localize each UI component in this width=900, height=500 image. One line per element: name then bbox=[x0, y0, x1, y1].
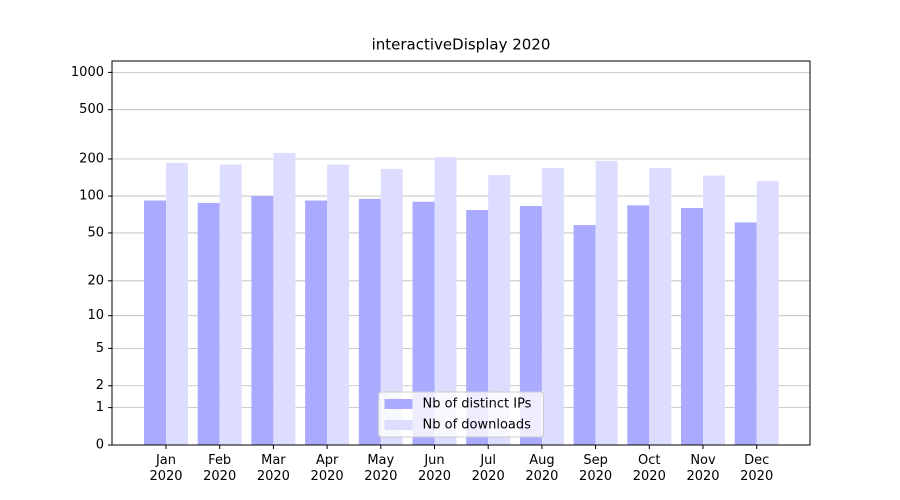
bar bbox=[703, 175, 725, 445]
y-tick-label: 0 bbox=[96, 438, 104, 453]
bar bbox=[197, 202, 220, 445]
bar bbox=[573, 225, 596, 445]
y-tick-label: 200 bbox=[79, 151, 104, 166]
y-tick-label: 1000 bbox=[71, 65, 104, 80]
chart-title: interactiveDisplay 2020 bbox=[372, 36, 551, 54]
legend-label: Nb of distinct IPs bbox=[423, 397, 532, 412]
bar bbox=[649, 167, 672, 445]
bar bbox=[219, 164, 242, 445]
x-tick-label: Aug 2020 bbox=[525, 453, 559, 484]
x-tick-label: Sep 2020 bbox=[579, 453, 613, 484]
x-tick-label: Nov 2020 bbox=[686, 453, 720, 484]
bar bbox=[251, 196, 274, 445]
bar bbox=[327, 164, 350, 445]
x-tick-label: Jul 2020 bbox=[471, 453, 505, 484]
y-tick-label: 1 bbox=[96, 400, 104, 415]
bar bbox=[595, 160, 618, 445]
bar bbox=[166, 162, 188, 446]
bar bbox=[358, 198, 381, 445]
bar bbox=[273, 152, 296, 446]
bar bbox=[681, 207, 703, 445]
x-tick-label: Dec 2020 bbox=[740, 453, 774, 484]
legend-swatch bbox=[384, 399, 413, 409]
bar bbox=[412, 201, 435, 445]
y-tick-label: 50 bbox=[87, 225, 104, 240]
x-tick-label: Feb 2020 bbox=[203, 453, 237, 484]
bar bbox=[488, 175, 511, 446]
bar bbox=[380, 168, 403, 446]
bar bbox=[541, 167, 564, 445]
bar bbox=[434, 157, 457, 445]
bar bbox=[627, 205, 650, 445]
y-tick-label: 2 bbox=[96, 378, 104, 393]
bar bbox=[756, 180, 779, 446]
legend-box bbox=[378, 391, 544, 438]
y-tick-label: 20 bbox=[87, 273, 104, 288]
y-tick-label: 500 bbox=[79, 102, 104, 117]
x-tick-label: May 2020 bbox=[364, 453, 398, 484]
legend-label: Nb of downloads bbox=[423, 418, 532, 433]
bar bbox=[734, 222, 757, 445]
x-tick-label: Jan 2020 bbox=[149, 453, 183, 484]
bar bbox=[144, 200, 166, 445]
bar bbox=[305, 200, 328, 445]
bar bbox=[466, 210, 489, 445]
axes-frame bbox=[111, 60, 811, 446]
y-tick-label: 5 bbox=[96, 341, 104, 356]
y-tick-label: 10 bbox=[87, 308, 104, 323]
bar bbox=[519, 206, 542, 445]
legend-swatch bbox=[384, 420, 413, 430]
x-tick-label: Apr 2020 bbox=[310, 453, 344, 484]
y-tick-label: 100 bbox=[79, 189, 104, 204]
x-tick-label: Oct 2020 bbox=[632, 453, 666, 484]
x-tick-label: Jun 2020 bbox=[417, 453, 452, 484]
x-tick-label: Mar 2020 bbox=[256, 453, 290, 484]
